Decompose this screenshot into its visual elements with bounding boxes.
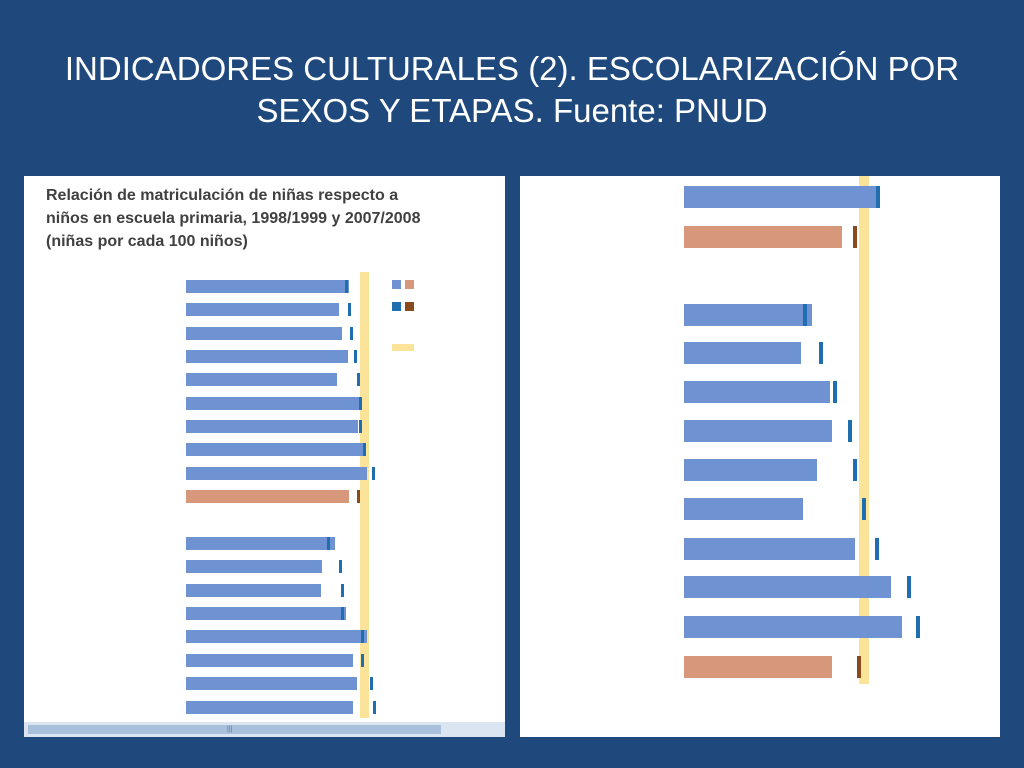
- bar-1999: [186, 536, 335, 550]
- bar-1999: [684, 538, 855, 560]
- mark-2008: [916, 616, 920, 638]
- mark-2008: [818, 342, 823, 364]
- bar-1999: [684, 304, 812, 326]
- mark-2008: [853, 459, 857, 481]
- mark-2008: [359, 396, 363, 410]
- mark-2008: [359, 419, 363, 433]
- meta-2015-band: [858, 176, 870, 684]
- mark-2008: [341, 606, 345, 620]
- mark-2008: [360, 653, 364, 667]
- bar-1999: [684, 459, 818, 481]
- chart-title-line2: niños en escuela primaria, 1998/1999 y 2…: [46, 210, 421, 227]
- mark-2008: [353, 349, 357, 363]
- bar-1999: [186, 676, 357, 690]
- scrollbar-thumb[interactable]: [28, 725, 441, 734]
- bar-1999: [684, 498, 803, 520]
- bar-1999: [684, 342, 801, 364]
- bar-1999: [186, 583, 321, 597]
- legend-swatch-2008: [392, 302, 401, 311]
- meta-2015-band: [360, 272, 369, 718]
- mark-2008: [876, 186, 881, 208]
- bar-1999: [186, 629, 368, 643]
- mark-2008: [360, 629, 364, 643]
- legend-swatch-1999-dev: [405, 280, 414, 289]
- chart-title: Relación de matriculación de niñas respe…: [46, 184, 420, 253]
- bar-1999: [684, 226, 843, 248]
- bar-1999: [186, 606, 346, 620]
- mark-2008: [833, 381, 838, 403]
- bar-1999: [684, 576, 891, 598]
- legend-swatch-1999: [392, 280, 401, 289]
- slide-title-line1: INDICADORES CULTURALES (2). ESCOLARIZACI…: [64, 50, 960, 87]
- mark-2008: [362, 442, 366, 456]
- bar-1999: [186, 279, 350, 293]
- bar-1999: [186, 372, 337, 386]
- bar-1999: [186, 489, 350, 503]
- chart-title-line3: (niñas por cada 100 niños): [46, 233, 248, 250]
- bar-1999: [186, 326, 343, 340]
- mark-2008: [847, 420, 852, 442]
- mark-2008: [326, 536, 330, 550]
- legend-swatch-2008-dev: [405, 302, 414, 311]
- mark-2008: [357, 489, 361, 503]
- tertiary-chart: [520, 176, 1000, 737]
- mark-2008: [874, 538, 879, 560]
- chart-title-line1: Relación de matriculación de niñas respe…: [46, 187, 399, 204]
- bar-1999: [186, 442, 364, 456]
- bar-1999: [684, 381, 830, 403]
- bar-1999: [684, 420, 832, 442]
- slide-title-line2: SEXOS Y ETAPAS. Fuente: PNUD: [256, 92, 768, 129]
- mark-2008: [357, 372, 361, 386]
- mark-2008: [348, 302, 352, 316]
- bar-1999: [186, 419, 359, 433]
- bar-1999: [186, 466, 368, 480]
- mark-2008: [350, 326, 354, 340]
- mark-2008: [907, 576, 911, 598]
- bar-1999: [186, 653, 353, 667]
- mark-2008: [856, 656, 861, 678]
- mark-2008: [802, 304, 807, 326]
- mark-2008: [339, 559, 343, 573]
- bar-1999: [684, 616, 902, 638]
- primary-secondary-chart: Relación de matriculación de niñas respe…: [24, 176, 505, 737]
- mark-2008: [369, 676, 373, 690]
- mark-2008: [344, 279, 348, 293]
- bar-1999: [186, 396, 361, 410]
- bar-1999: [186, 700, 353, 714]
- mark-2008: [373, 700, 377, 714]
- slide-title: INDICADORES CULTURALES (2). ESCOLARIZACI…: [0, 48, 1024, 132]
- horizontal-scrollbar[interactable]: |||: [24, 722, 505, 737]
- legend-swatch-meta: [392, 344, 414, 351]
- bar-1999: [186, 559, 323, 573]
- scrollbar-grip-icon: |||: [227, 726, 233, 733]
- bar-1999: [684, 656, 832, 678]
- mark-2008: [862, 498, 866, 520]
- mark-2008: [371, 466, 375, 480]
- bar-1999: [684, 186, 877, 208]
- bar-1999: [186, 302, 339, 316]
- mark-2008: [853, 226, 857, 248]
- mark-2008: [341, 583, 345, 597]
- bar-1999: [186, 349, 348, 363]
